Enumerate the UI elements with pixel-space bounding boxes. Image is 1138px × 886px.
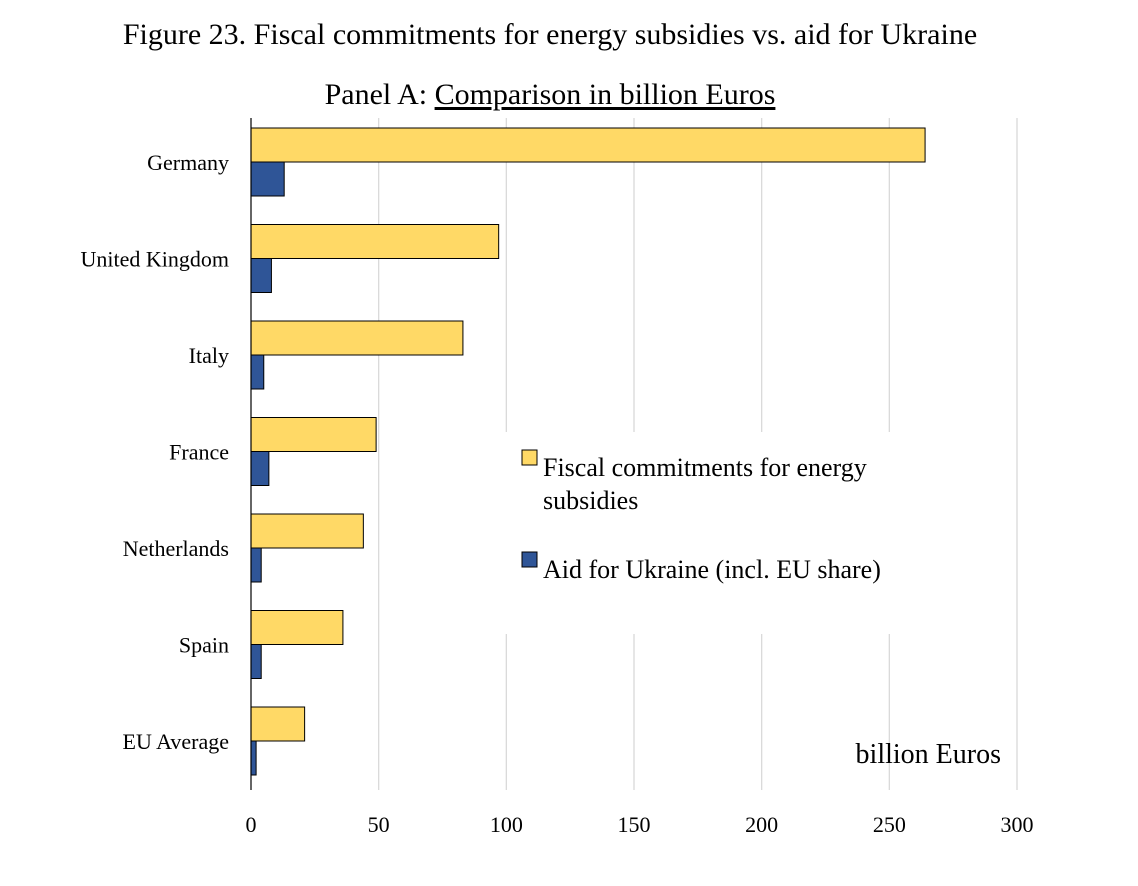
legend-label-ukraine-line-1: Aid for Ukraine (incl. EU share) — [543, 555, 881, 584]
x-tick-label-200: 200 — [745, 812, 778, 837]
x-tick-label-150: 150 — [618, 812, 651, 837]
category-label-italy: Italy — [189, 343, 229, 368]
legend-swatch-energy — [521, 449, 538, 466]
bar-ukraine-united-kingdom — [250, 258, 272, 293]
category-label-france: France — [169, 440, 229, 465]
category-labels: Germany United Kingdom Italy France Netherla… — [81, 150, 230, 754]
category-label-spain: Spain — [179, 633, 229, 658]
figure-title: Figure 23. Fiscal commitments for energy… — [122, 18, 978, 51]
bar-energy-united-kingdom — [250, 224, 500, 259]
bar-energy-spain — [250, 610, 344, 645]
bar-energy-eu-average — [250, 706, 306, 742]
category-label-eu-average: EU Average — [123, 729, 230, 754]
panel-title: Panel A: Comparison in billion Euros — [0, 78, 1100, 112]
panel-title-text: Comparison in billion Euros — [434, 78, 776, 111]
x-axis-unit-label: billion Euros — [856, 739, 1001, 770]
x-tick-label-100: 100 — [490, 812, 523, 837]
category-label-germany: Germany — [147, 150, 229, 175]
bar-ukraine-germany — [250, 161, 285, 197]
legend-swatch-ukraine — [521, 551, 538, 568]
bar-energy-netherlands — [250, 513, 364, 549]
x-tick-labels: 0 50 100 150 200 250 300 — [246, 812, 1034, 837]
x-tick-label-250: 250 — [873, 812, 906, 837]
bars — [250, 127, 926, 776]
bar-ukraine-france — [250, 451, 270, 486]
legend: Fiscal commitments for energy subsidies Ai… — [500, 432, 998, 634]
panel-prefix: Panel A: — [324, 78, 435, 111]
category-label-netherlands: Netherlands — [123, 536, 229, 561]
bar-ukraine-spain — [250, 644, 262, 679]
legend-label-energy-line-1: Fiscal commitments for energy — [543, 453, 867, 482]
bar-ukraine-netherlands — [250, 547, 262, 583]
bar-ukraine-eu-average — [250, 740, 257, 776]
bar-energy-italy — [250, 320, 464, 356]
legend-label-energy-line-2: subsidies — [543, 486, 638, 515]
bar-ukraine-italy — [250, 354, 265, 390]
category-label-united-kingdom: United Kingdom — [81, 247, 230, 272]
legend-background — [500, 432, 998, 634]
x-tick-label-300: 300 — [1001, 812, 1034, 837]
bar-energy-france — [250, 417, 377, 452]
bar-energy-germany — [250, 127, 926, 163]
x-tick-label-50: 50 — [368, 812, 390, 837]
x-tick-label-0: 0 — [246, 812, 257, 837]
